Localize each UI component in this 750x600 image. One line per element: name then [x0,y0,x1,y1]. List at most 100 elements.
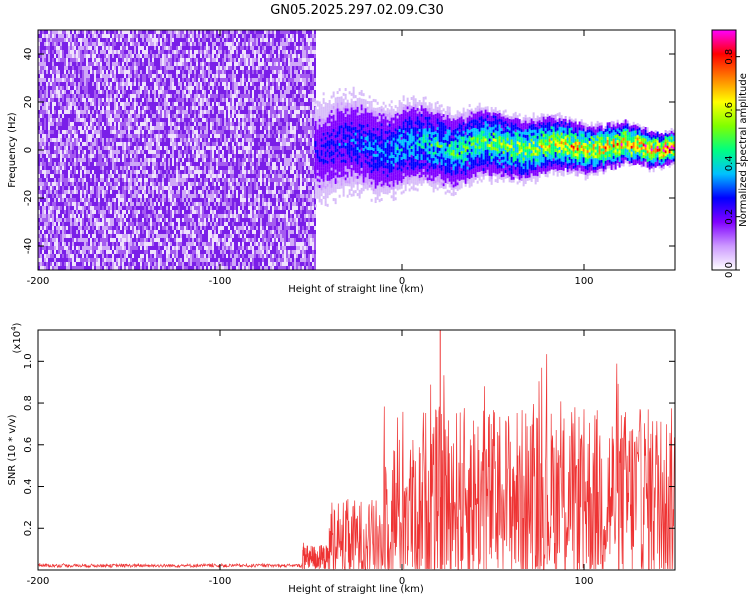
heatmap-cell [78,42,80,46]
heatmap-cell [122,258,124,262]
heatmap-cell [148,130,150,134]
heatmap-cell [176,222,178,226]
heatmap-cell [178,194,180,198]
heatmap-cell [160,202,162,206]
heatmap-cell [140,162,142,166]
heatmap-cell [130,134,132,138]
heatmap-cell [62,78,64,82]
heatmap-cell [68,150,70,154]
heatmap-cell [120,126,122,130]
heatmap-cell [202,142,204,146]
heatmap-cell [110,130,112,134]
heatmap-cell [46,226,48,230]
heatmap-cell [144,178,146,182]
heatmap-cell [144,266,146,270]
heatmap-cell [102,110,104,114]
heatmap-cell [156,238,158,242]
heatmap-cell [72,74,74,78]
heatmap-cell [112,126,114,130]
heatmap-cell [148,74,150,78]
heatmap-cell [150,222,152,226]
heatmap-cell [164,38,166,42]
heatmap-cell [72,146,74,150]
heatmap-cell [186,258,188,262]
heatmap-cell [42,90,44,94]
heatmap-cell [40,230,42,234]
heatmap-cell [72,62,74,66]
heatmap-cell [104,42,106,46]
heatmap-cell [136,110,138,114]
heatmap-cell [78,238,80,242]
heatmap-cell [122,42,124,46]
heatmap-cell [84,114,86,118]
heatmap-cell [108,130,110,134]
heatmap-cell [200,190,202,194]
heatmap-cell [112,146,114,150]
heatmap-cell [48,162,50,166]
heatmap-cell [136,154,138,158]
heatmap-cell [170,90,172,94]
heatmap-cell [44,174,46,178]
heatmap-cell [82,182,84,186]
heatmap-cell [198,34,200,38]
heatmap-cell [104,210,106,214]
heatmap-cell [152,246,154,250]
heatmap-cell [86,226,88,230]
heatmap-cell [152,102,154,106]
heatmap-cell [114,86,116,90]
heatmap-cell [72,206,74,210]
heatmap-cell [156,262,158,266]
heatmap-cell [68,178,70,182]
heatmap-cell [66,202,68,206]
heatmap-cell [198,230,200,234]
heatmap-cell [62,142,64,146]
heatmap-cell [44,242,46,246]
heatmap-cell [186,254,188,258]
heatmap-cell [194,134,196,138]
heatmap-cell [150,38,152,42]
heatmap-cell [80,74,82,78]
heatmap-cell [158,190,160,194]
heatmap-cell [50,234,52,238]
heatmap-cell [94,170,96,174]
heatmap-cell [188,82,190,86]
heatmap-cell [162,162,164,166]
heatmap-cell [158,134,160,138]
heatmap-cell [60,38,62,42]
heatmap-cell [184,246,186,250]
heatmap-cell [166,242,168,246]
heatmap-cell [188,194,190,198]
heatmap-cell [184,186,186,190]
heatmap-cell [188,222,190,226]
heatmap-cell [106,74,108,78]
heatmap-cell [198,170,200,174]
heatmap-cell [112,142,114,146]
heatmap-cell [110,162,112,166]
heatmap-cell [64,138,66,142]
heatmap-cell [156,190,158,194]
heatmap-cell [90,214,92,218]
heatmap-cell [148,238,150,242]
heatmap-cell [176,266,178,270]
heatmap-cell [40,258,42,262]
heatmap-cell [108,198,110,202]
heatmap-cell [154,158,156,162]
heatmap-cell [90,162,92,166]
heatmap-cell [198,66,200,70]
heatmap-cell [134,102,136,106]
heatmap-cell [184,98,186,102]
heatmap-cell [74,38,76,42]
heatmap-cell [180,218,182,222]
heatmap-cell [64,166,66,170]
heatmap-cell [132,130,134,134]
heatmap-cell [202,234,204,238]
heatmap-cell [38,146,40,150]
heatmap-cell [192,238,194,242]
heatmap-cell [116,42,118,46]
heatmap-cell [130,226,132,230]
heatmap-cell [64,70,66,74]
heatmap-cell [68,218,70,222]
heatmap-cell [108,134,110,138]
heatmap-cell [168,182,170,186]
heatmap-cell [112,194,114,198]
